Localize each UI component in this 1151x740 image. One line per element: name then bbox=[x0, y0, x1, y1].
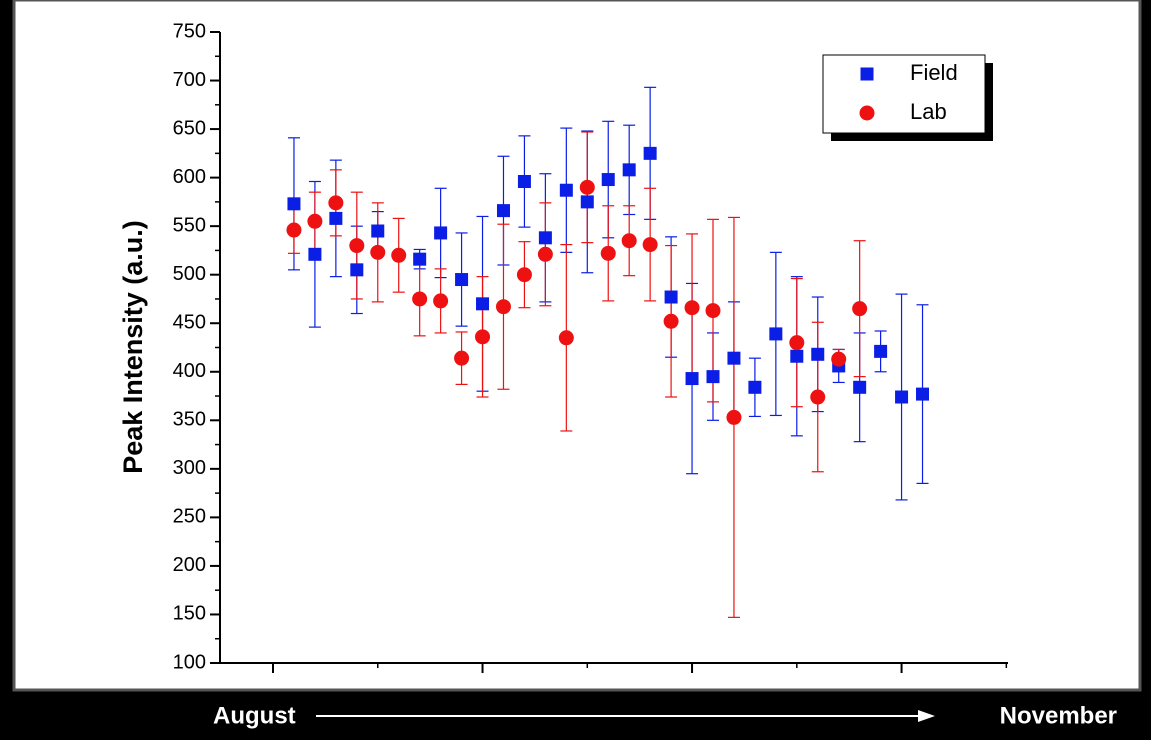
data-point bbox=[538, 231, 552, 245]
data-point bbox=[412, 291, 428, 307]
data-point bbox=[810, 389, 826, 405]
data-point bbox=[496, 204, 510, 218]
y-tick-label: 150 bbox=[173, 603, 206, 625]
data-point bbox=[600, 245, 616, 261]
data-point bbox=[329, 211, 343, 225]
data-point bbox=[852, 301, 868, 317]
data-point bbox=[537, 246, 553, 262]
data-point bbox=[350, 263, 364, 277]
data-point bbox=[874, 344, 888, 358]
y-tick-label: 350 bbox=[173, 409, 206, 431]
y-tick-label: 400 bbox=[173, 360, 206, 382]
data-point bbox=[705, 303, 721, 319]
data-point bbox=[371, 224, 385, 238]
data-point bbox=[622, 163, 636, 177]
data-point bbox=[476, 297, 490, 311]
data-point bbox=[748, 380, 762, 394]
annotation-arrowhead bbox=[918, 710, 935, 722]
annotation-start: August bbox=[213, 702, 296, 729]
data-point bbox=[811, 347, 825, 361]
data-point bbox=[558, 330, 574, 346]
y-tick-label: 550 bbox=[173, 214, 206, 236]
data-point bbox=[831, 351, 847, 367]
data-point bbox=[685, 372, 699, 386]
legend-marker bbox=[860, 67, 874, 81]
data-point bbox=[307, 213, 323, 229]
data-point bbox=[727, 351, 741, 365]
y-tick-label: 300 bbox=[173, 457, 206, 479]
legend-box bbox=[822, 54, 986, 134]
y-axis-label: Peak Intensity (a.u.) bbox=[118, 220, 148, 474]
data-point bbox=[621, 233, 637, 249]
data-point bbox=[916, 387, 930, 401]
data-point bbox=[391, 247, 407, 263]
data-point bbox=[789, 335, 805, 351]
data-point bbox=[455, 273, 469, 287]
data-point bbox=[286, 222, 302, 238]
annotation-end: November bbox=[1000, 702, 1117, 729]
data-point bbox=[454, 350, 470, 366]
data-point bbox=[643, 146, 657, 160]
data-point bbox=[516, 267, 532, 283]
legend-marker bbox=[859, 105, 875, 121]
data-point bbox=[413, 252, 427, 266]
data-point bbox=[287, 197, 301, 211]
data-point bbox=[895, 390, 909, 404]
data-point bbox=[853, 380, 867, 394]
y-tick-label: 200 bbox=[173, 554, 206, 576]
data-point bbox=[434, 226, 448, 240]
y-tick-label: 500 bbox=[173, 263, 206, 285]
data-point bbox=[433, 293, 449, 309]
y-tick-label: 600 bbox=[173, 166, 206, 188]
y-tick-label: 650 bbox=[173, 117, 206, 139]
data-point bbox=[370, 244, 386, 260]
data-point bbox=[349, 238, 365, 254]
data-point bbox=[328, 195, 344, 211]
data-point bbox=[601, 173, 615, 187]
y-tick-label: 250 bbox=[173, 506, 206, 528]
data-point bbox=[769, 327, 783, 341]
legend-label: Field bbox=[910, 60, 958, 85]
data-point bbox=[790, 349, 804, 363]
data-point bbox=[726, 409, 742, 425]
data-point bbox=[663, 313, 679, 329]
data-point bbox=[706, 370, 720, 384]
y-tick-label: 750 bbox=[173, 20, 206, 42]
legend-label: Lab bbox=[910, 99, 947, 124]
data-point bbox=[495, 299, 511, 315]
data-point bbox=[475, 329, 491, 345]
data-point bbox=[517, 174, 531, 188]
data-point bbox=[664, 290, 678, 304]
y-tick-label: 450 bbox=[173, 312, 206, 334]
data-point bbox=[579, 179, 595, 195]
data-point bbox=[580, 195, 594, 209]
data-point bbox=[684, 300, 700, 316]
data-point bbox=[559, 183, 573, 197]
data-point bbox=[308, 247, 322, 261]
y-tick-label: 700 bbox=[173, 69, 206, 91]
y-tick-label: 100 bbox=[173, 651, 206, 673]
data-point bbox=[642, 237, 658, 253]
